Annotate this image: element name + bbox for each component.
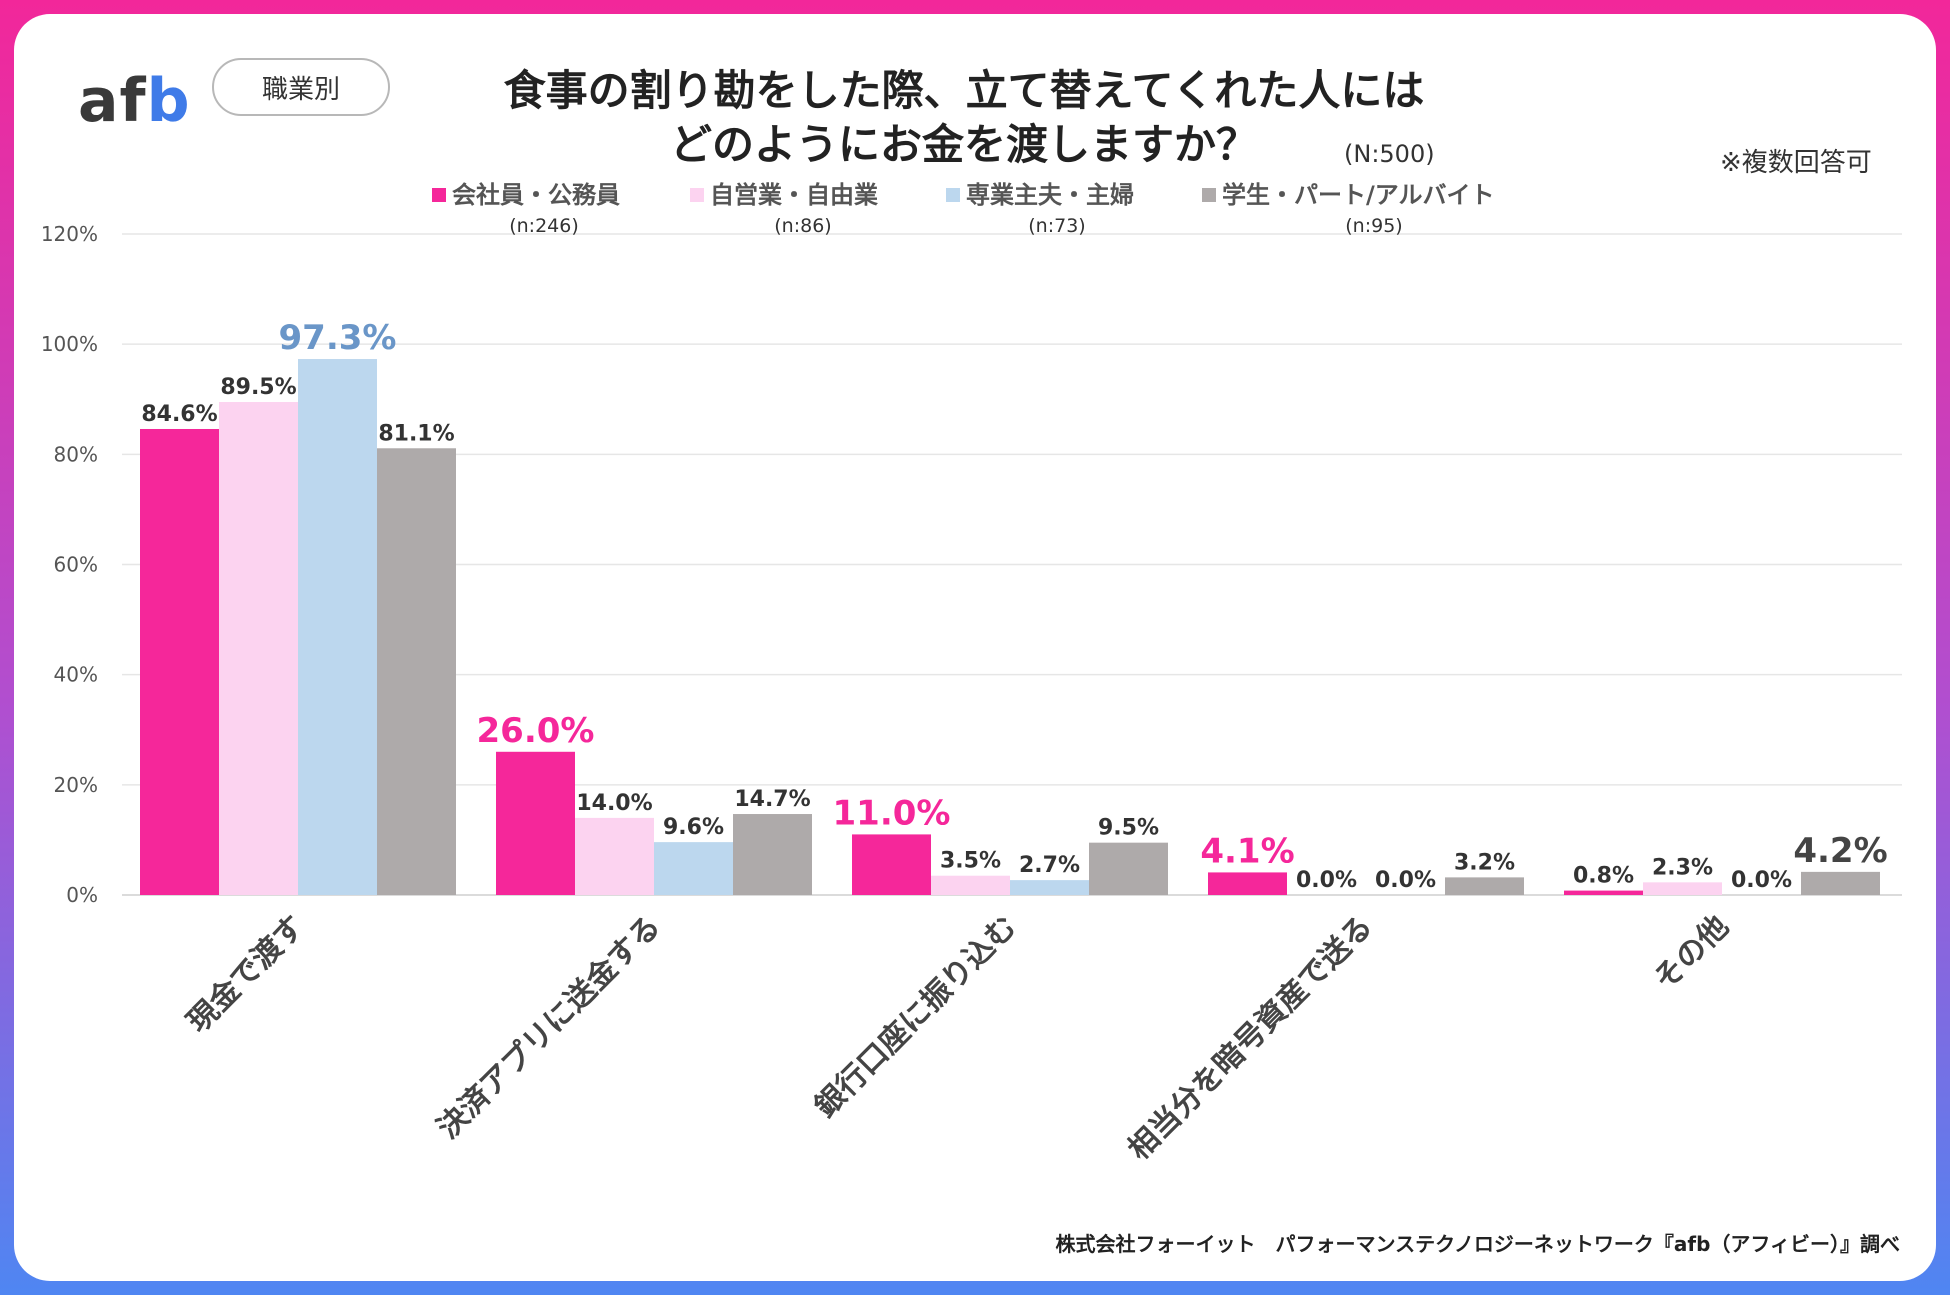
filter-badge: 職業別 (212, 58, 390, 116)
legend-sample-size: (n:246) (509, 215, 579, 237)
data-label: 0.0% (1375, 868, 1436, 893)
bar (1089, 842, 1168, 895)
legend-label: 学生・パート/アルバイト (1222, 181, 1495, 209)
data-label: 84.6% (141, 402, 217, 427)
data-label: 2.3% (1652, 855, 1713, 880)
bar (140, 428, 219, 895)
category-label: 現金で渡す (181, 909, 312, 1040)
y-tick-label: 0% (66, 883, 98, 907)
bar (1801, 871, 1880, 895)
bar (219, 402, 298, 895)
bar (654, 842, 733, 895)
data-label: 9.5% (1098, 816, 1159, 841)
legend-swatch (690, 188, 704, 202)
data-label: 0.8% (1573, 864, 1634, 889)
bar (852, 834, 931, 895)
legend-swatch (1202, 188, 1216, 202)
data-label: 0.0% (1296, 868, 1357, 893)
title-line-1: 食事の割り勘をした際、立て替えてくれた人には (503, 66, 1425, 115)
legend-sample-size: (n:95) (1345, 215, 1402, 237)
bar (931, 875, 1010, 895)
source-credit: 株式会社フォーイット パフォーマンステクノロジーネットワーク『afb（アフィビー… (1055, 1232, 1900, 1256)
category-label: 決済アプリに送金する (431, 909, 668, 1146)
y-tick-label: 40% (54, 663, 98, 687)
legend-sample-size: (n:86) (774, 215, 831, 237)
category-label: 相当分を暗号資産で送る (1122, 909, 1380, 1167)
y-tick-label: 60% (54, 553, 98, 577)
data-label: 26.0% (477, 711, 595, 751)
bar (298, 359, 377, 895)
legend-swatch (432, 188, 446, 202)
multiple-answer-note: ※複数回答可 (1720, 148, 1872, 178)
chart-title: 食事の割り勘をした際、立て替えてくれた人には どのようにお金を渡しますか？ (374, 64, 1554, 172)
data-label: 0.0% (1731, 868, 1792, 893)
data-label: 4.1% (1200, 831, 1294, 871)
data-label: 14.7% (734, 787, 810, 812)
legend-label: 会社員・公務員 (452, 181, 620, 209)
bar (496, 751, 575, 895)
data-label: 3.5% (940, 849, 1001, 874)
data-label: 9.6% (663, 815, 724, 840)
bar (1445, 877, 1524, 895)
category-label: 銀行口座に振り込む (808, 909, 1024, 1125)
y-tick-label: 80% (54, 442, 98, 466)
bar (1643, 882, 1722, 895)
bar (575, 817, 654, 895)
y-tick-label: 100% (41, 332, 98, 356)
bar (733, 814, 812, 895)
data-label: 97.3% (279, 318, 397, 358)
y-tick-label: 120% (41, 222, 98, 246)
bar (1564, 890, 1643, 895)
legend-swatch (946, 188, 960, 202)
data-label: 81.1% (378, 421, 454, 446)
data-label: 2.7% (1019, 853, 1080, 878)
data-label: 3.2% (1454, 850, 1515, 875)
category-label: その他 (1647, 909, 1735, 997)
y-tick-label: 20% (54, 773, 98, 797)
legend-label: 自営業・自由業 (710, 181, 878, 209)
title-line-2: どのようにお金を渡しますか？ (669, 120, 1258, 169)
legend-sample-size: (n:73) (1028, 215, 1085, 237)
bar (377, 448, 456, 895)
data-label: 11.0% (833, 793, 951, 833)
data-label: 4.2% (1793, 831, 1887, 871)
afb-logo: afb (78, 66, 191, 136)
legend-label: 専業主夫・主婦 (966, 181, 1134, 209)
sample-size: (N:500) (1344, 140, 1435, 168)
bar (1208, 872, 1287, 895)
data-label: 89.5% (220, 375, 296, 400)
data-label: 14.0% (576, 791, 652, 816)
bar (1010, 880, 1089, 895)
